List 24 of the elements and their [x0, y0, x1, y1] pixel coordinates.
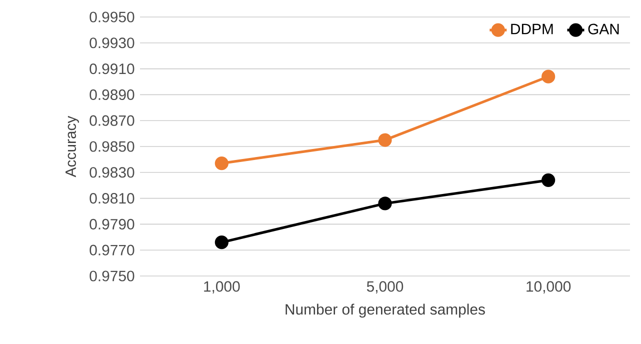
- y-tick-label: 0.9870: [90, 115, 134, 126]
- y-tick-label: 0.9830: [90, 167, 134, 178]
- point: [378, 133, 392, 147]
- y-tick-label: 0.9790: [90, 218, 134, 230]
- y-tick-label: 0.9850: [90, 141, 134, 152]
- y-tick-label: 0.9910: [90, 64, 134, 74]
- y-tick-label: 0.9770: [90, 244, 134, 256]
- y-tick-label: 0.9930: [90, 38, 134, 48]
- y-tick-label: 0.9950: [90, 12, 134, 22]
- y-tick-label: 0.9890: [90, 89, 134, 100]
- point: [542, 173, 556, 187]
- point: [214, 236, 228, 250]
- point: [378, 196, 392, 210]
- legend-label: GAN: [588, 24, 619, 34]
- x-axis-title: Number of generated samples: [286, 304, 485, 318]
- y-tick-label: 0.9750: [90, 270, 134, 282]
- point: [214, 156, 228, 170]
- y-tick-label: 0.9810: [90, 193, 134, 204]
- legend-label: DDPM: [511, 24, 553, 34]
- x-tick-label: 10,000: [526, 281, 571, 294]
- y-axis-title: Accuracy: [66, 116, 79, 178]
- x-tick-label: 1,000: [204, 281, 240, 294]
- x-tick-label: 5,000: [366, 281, 404, 294]
- point: [542, 70, 556, 84]
